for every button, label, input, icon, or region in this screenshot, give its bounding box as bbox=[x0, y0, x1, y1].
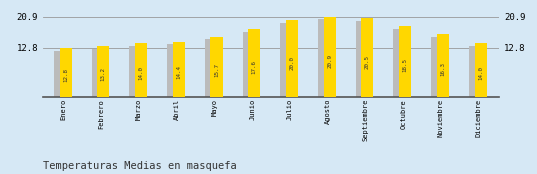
Bar bbox=[97, 46, 110, 97]
Text: 18.5: 18.5 bbox=[403, 58, 408, 72]
Text: 17.6: 17.6 bbox=[252, 60, 257, 74]
Text: 14.0: 14.0 bbox=[478, 66, 483, 80]
Text: 12.8: 12.8 bbox=[63, 68, 68, 82]
Bar bbox=[437, 34, 449, 97]
Bar bbox=[211, 37, 222, 97]
Bar bbox=[431, 37, 443, 97]
Bar bbox=[286, 20, 298, 97]
Bar bbox=[129, 46, 141, 97]
Bar bbox=[167, 45, 179, 97]
Bar bbox=[173, 42, 185, 97]
Bar bbox=[60, 48, 71, 97]
Bar bbox=[361, 18, 373, 97]
Text: 13.2: 13.2 bbox=[101, 68, 106, 81]
Bar bbox=[135, 43, 147, 97]
Bar bbox=[355, 21, 368, 97]
Text: 20.5: 20.5 bbox=[365, 55, 370, 69]
Text: 14.4: 14.4 bbox=[176, 65, 182, 79]
Bar bbox=[399, 26, 411, 97]
Text: 15.7: 15.7 bbox=[214, 63, 219, 77]
Bar bbox=[318, 19, 330, 97]
Bar bbox=[243, 32, 255, 97]
Bar bbox=[280, 23, 292, 97]
Text: 14.0: 14.0 bbox=[139, 66, 143, 80]
Bar bbox=[205, 39, 217, 97]
Text: Temperaturas Medias en masquefa: Temperaturas Medias en masquefa bbox=[43, 161, 237, 171]
Text: 16.3: 16.3 bbox=[440, 62, 445, 76]
Text: 20.0: 20.0 bbox=[289, 56, 294, 70]
Bar bbox=[54, 51, 66, 97]
Bar bbox=[475, 43, 487, 97]
Bar bbox=[324, 17, 336, 97]
Bar bbox=[248, 29, 260, 97]
Bar bbox=[469, 46, 481, 97]
Bar bbox=[394, 29, 405, 97]
Bar bbox=[92, 49, 104, 97]
Text: 20.9: 20.9 bbox=[327, 54, 332, 68]
